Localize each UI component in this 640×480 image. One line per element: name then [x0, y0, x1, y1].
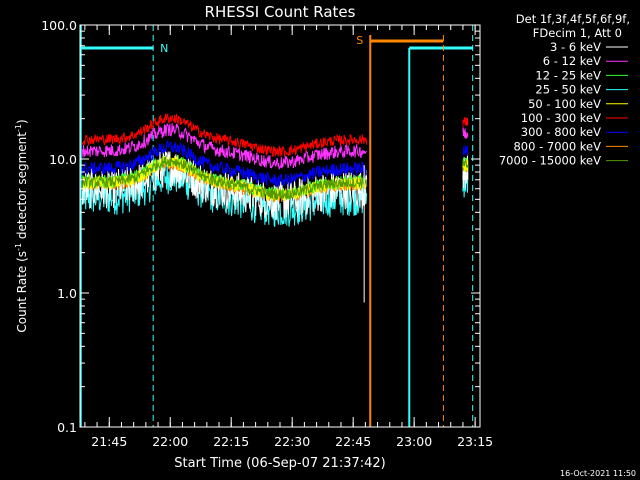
series-line-segment2	[462, 153, 469, 189]
y-axis-label-sup2: -1	[14, 124, 23, 132]
night-label: N	[160, 42, 168, 55]
legend-entry-label: 12 - 25 keV	[535, 68, 601, 82]
series-layer	[81, 113, 469, 303]
x-tick-label: 22:00	[152, 434, 188, 449]
series-line-segment2	[462, 158, 469, 168]
x-tick-label: 22:15	[213, 434, 249, 449]
x-tick-label: 21:45	[91, 434, 127, 449]
x-tick-label: 23:15	[457, 434, 493, 449]
x-tick-label: 22:45	[335, 434, 371, 449]
y-tick-label: 10.0	[49, 152, 77, 167]
chart-title: RHESSI Count Rates	[205, 3, 356, 21]
tick-layer: 100.0 10.0 1.0 0.1 21:45 22:00 22:15 22:30 22:45…	[41, 18, 493, 449]
saa-label: S	[356, 34, 363, 47]
legend-entry-label: 7000 - 15000 keV	[499, 154, 601, 168]
state-bars-layer: NS	[79, 25, 474, 427]
plot-timestamp: 16-Oct-2021 11:50	[560, 469, 636, 478]
legend-entry-label: 800 - 7000 keV	[513, 139, 601, 153]
legend: Det 1f,3f,4f,5f,6f,9f, FDecim 1, Att 0 3…	[499, 12, 630, 168]
series-line	[81, 113, 368, 158]
x-axis-label: Start Time (06-Sep-07 21:37:42)	[174, 456, 385, 471]
series-line-segment2	[462, 116, 469, 127]
series-line-segment2	[462, 127, 469, 139]
series-line	[81, 140, 368, 188]
series-line	[81, 156, 368, 201]
legend-header-line2: FDecim 1, Att 0	[533, 26, 622, 40]
y-axis-label-sup1: -1	[14, 243, 23, 251]
y-axis-label-end: )	[15, 119, 29, 124]
y-axis-label-mid: detector segment	[15, 132, 29, 243]
legend-entry-label: 6 - 12 keV	[543, 54, 601, 68]
y-tick-label: 1.0	[57, 286, 77, 301]
plot-frame	[79, 24, 481, 428]
legend-entry-label: 3 - 6 keV	[550, 40, 601, 54]
x-tick-label: 23:00	[396, 434, 432, 449]
y-tick-label: 100.0	[41, 18, 77, 33]
legend-header-line1: Det 1f,3f,4f,5f,6f,9f,	[516, 12, 630, 26]
series-line-segment2	[462, 145, 469, 156]
y-axis-label: Count Rate (s-1 detector segment-1)	[14, 119, 29, 332]
series-line	[81, 123, 367, 170]
y-axis-label-main: Count Rate (s	[15, 251, 29, 333]
legend-entry-label: 50 - 100 keV	[528, 97, 601, 111]
y-tick-label: 0.1	[57, 420, 77, 435]
x-tick-label: 22:30	[274, 434, 310, 449]
legend-entry-label: 100 - 300 keV	[521, 111, 601, 125]
legend-entry-label: 300 - 800 keV	[521, 125, 601, 139]
legend-entry-label: 25 - 50 keV	[535, 83, 601, 97]
